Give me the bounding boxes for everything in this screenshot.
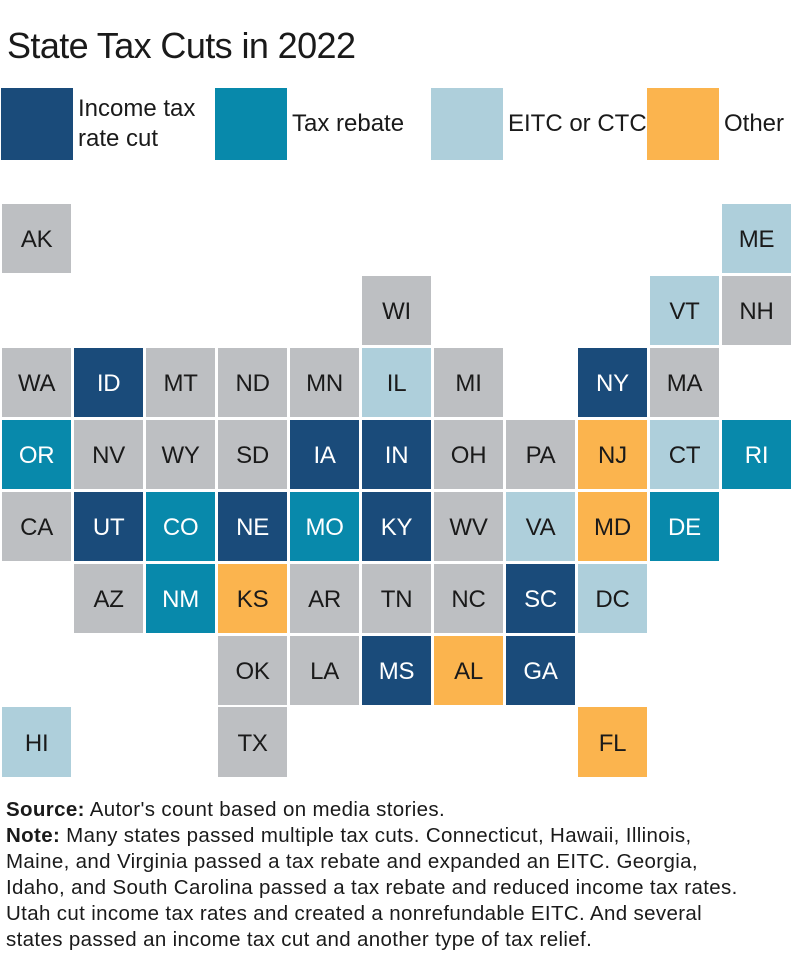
state-tile-md: MD [577,491,648,561]
state-tile-co: CO [145,491,216,561]
state-tile-nv: NV [73,419,144,489]
state-tile-ak: AK [2,203,72,273]
note-text: Many states passed multiple tax cuts. Co… [60,823,692,847]
state-tile-wi: WI [361,275,432,345]
state-tile-grid: AK ME WI VT NH WA ID MT ND MN IL MI NY MA OR NV WY SD IA IN… [2,203,792,777]
state-tile-ok: OK [217,635,288,705]
note-line-4: Utah cut income tax rates and created a … [6,901,703,925]
state-tile-ut: UT [73,491,144,561]
state-tile-mt: MT [145,347,216,417]
source-line: Source: Autor's count based on media sto… [6,797,794,823]
state-tile-az: AZ [73,563,144,633]
state-tile-nj: NJ [577,419,648,489]
state-tile-nm: NM [145,563,216,633]
state-tile-sd: SD [217,419,288,489]
state-tile-ct: CT [649,419,720,489]
state-tile-sc: SC [505,563,576,633]
legend-item-tax-rebate: Tax rebate [215,88,404,160]
source-text: Autor's count based on media stories. [84,798,445,821]
state-tile-ar: AR [289,563,360,633]
legend-label: EITC or CTC [508,110,647,137]
state-tile-va: VA [505,491,576,561]
legend-swatch-income-tax-rate-cut [1,88,73,160]
state-tile-or: OR [2,419,72,489]
state-tile-ma: MA [649,347,720,417]
state-tile-in: IN [361,419,432,489]
state-tile-la: LA [289,635,360,705]
state-tile-oh: OH [433,419,504,489]
state-tile-wv: WV [433,491,504,561]
state-tile-nc: NC [433,563,504,633]
state-tile-de: DE [649,491,720,561]
footnote: Source: Autor's count based on media sto… [6,797,794,952]
state-tile-mn: MN [289,347,360,417]
legend-swatch-eitc-or-ctc [431,88,503,160]
state-tile-il: IL [361,347,432,417]
legend-label: Other [724,110,785,137]
state-tile-ky: KY [361,491,432,561]
state-tile-ri: RI [721,419,792,489]
state-tile-tx: TX [217,707,288,777]
state-tile-ga: GA [505,635,576,705]
state-tile-me: ME [721,203,792,273]
legend-swatch-tax-rebate [215,88,287,160]
note-line-1: Note: Many states passed multiple tax cu… [6,823,794,849]
state-tile-ne: NE [217,491,288,561]
state-tile-hi: HI [2,707,72,777]
state-tile-ks: KS [217,563,288,633]
state-tile-id: ID [73,347,144,417]
state-tile-pa: PA [505,419,576,489]
state-tile-fl: FL [577,707,648,777]
note-line-5: states passed an income tax cut and anot… [6,927,593,951]
legend-item-other: Other [647,88,784,160]
state-tile-wa: WA [2,347,72,417]
note-label: Note: [6,823,61,847]
legend-item-income-tax-rate-cut: Income tax rate cut [1,88,202,160]
legend: Income tax rate cut Tax rebate EITC or C… [0,88,795,160]
note-line-2: Maine, and Virginia passed a tax rebate … [6,849,698,873]
state-tile-nh: NH [721,275,792,345]
state-tile-mo: MO [289,491,360,561]
legend-item-eitc-or-ctc: EITC or CTC [431,88,647,160]
state-tile-dc: DC [577,563,648,633]
legend-label: Income tax rate cut [78,95,196,152]
state-tile-ms: MS [361,635,432,705]
state-tile-tn: TN [361,563,432,633]
state-tile-mi: MI [433,347,504,417]
state-tile-vt: VT [649,275,720,345]
source-label: Source: [6,798,85,821]
state-tile-ca: CA [2,491,72,561]
state-tile-nd: ND [217,347,288,417]
note-line-3: Idaho, and South Carolina passed a tax r… [6,875,738,899]
state-tile-al: AL [433,635,504,705]
state-tile-wy: WY [145,419,216,489]
legend-label: Tax rebate [292,110,405,137]
legend-swatch-other [647,88,719,160]
chart-title: State Tax Cuts in 2022 [7,24,356,66]
state-tile-ia: IA [289,419,360,489]
state-tile-ny: NY [577,347,648,417]
